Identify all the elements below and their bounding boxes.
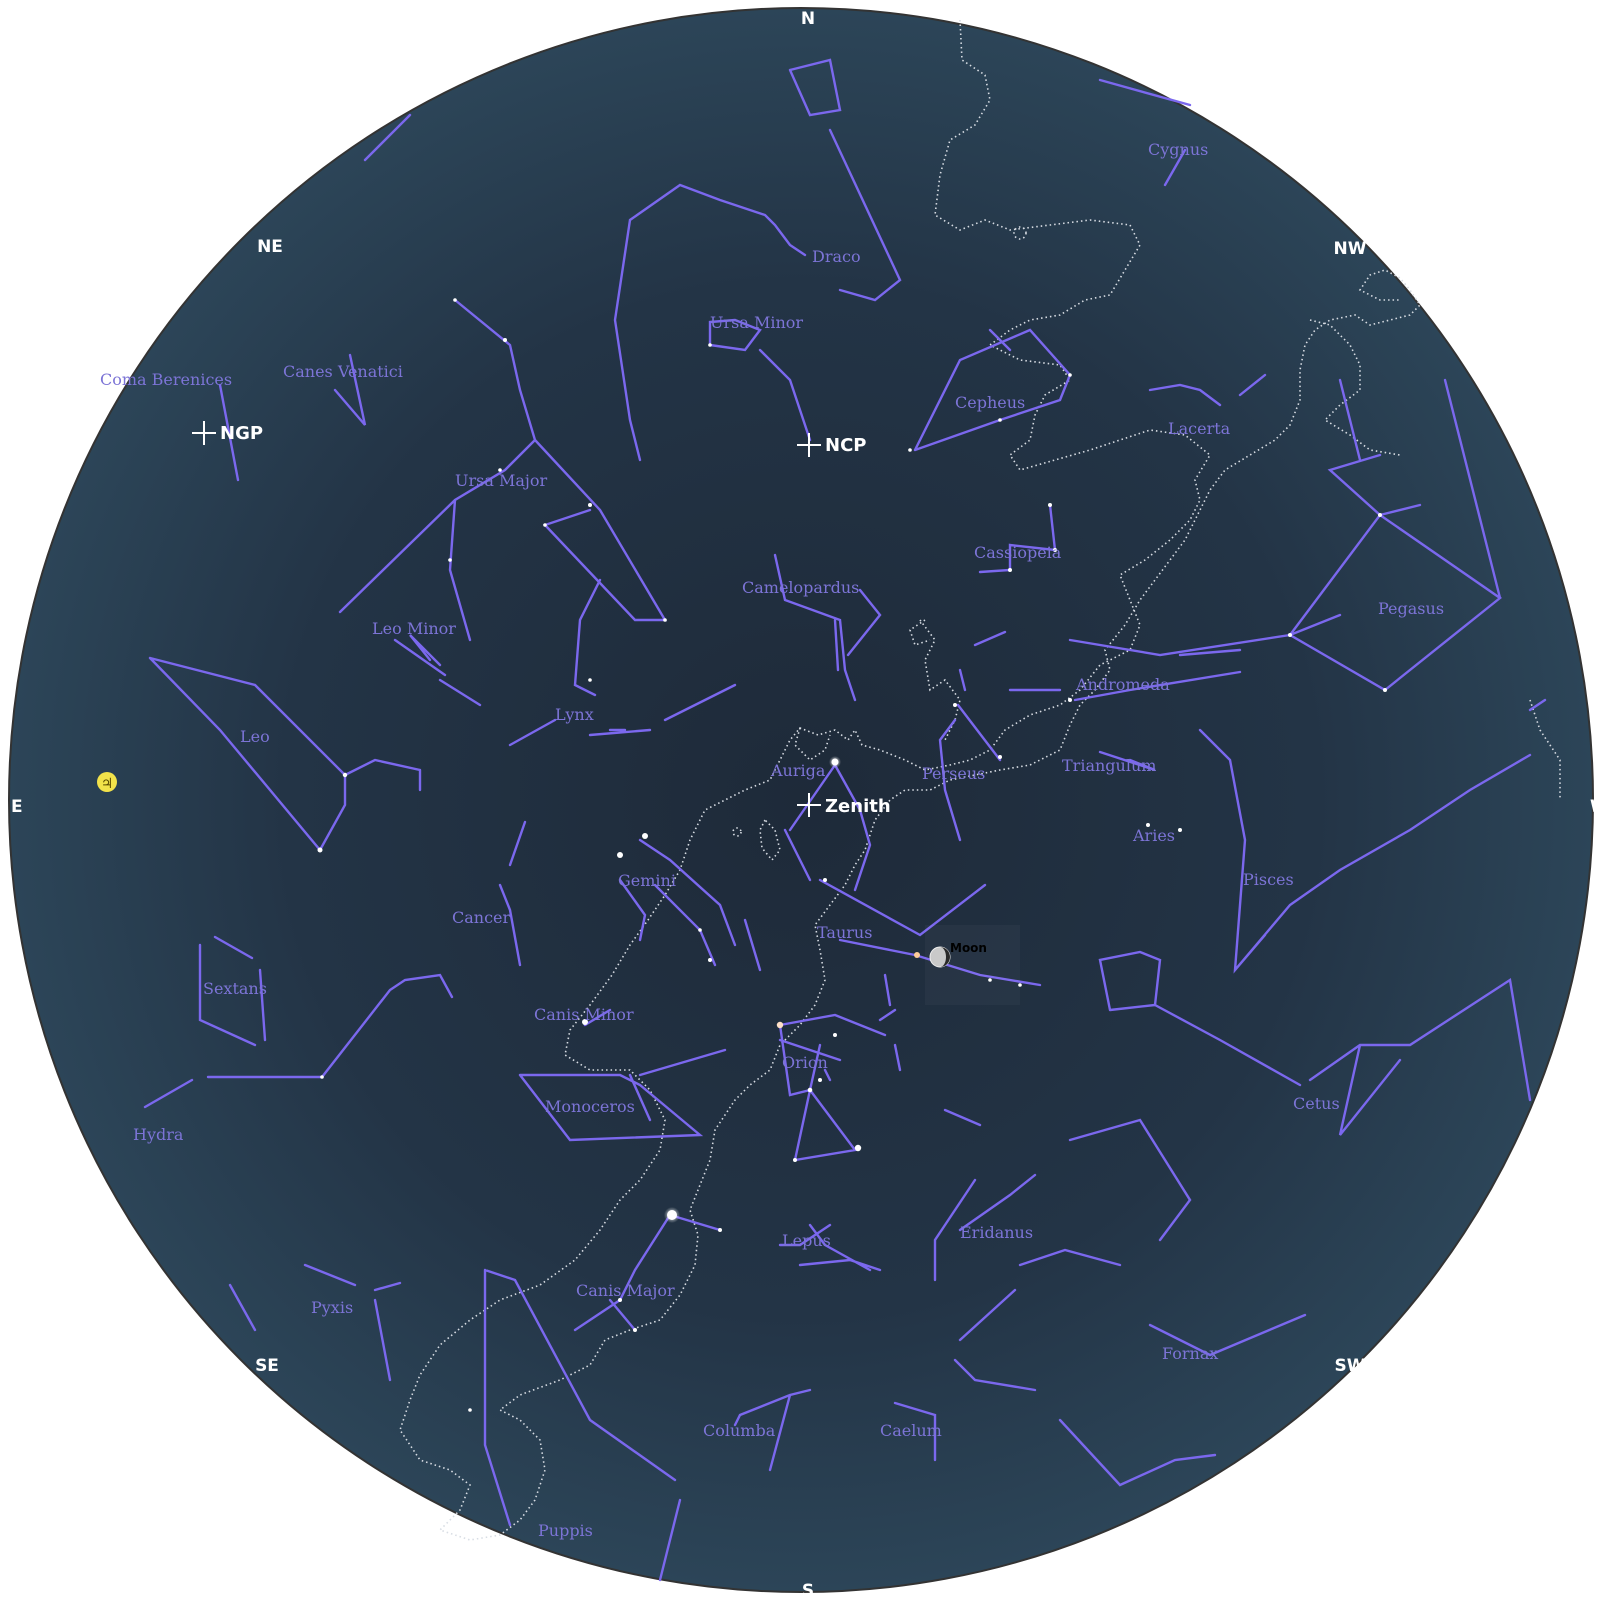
- camelopardus-lines: [773, 553, 882, 702]
- label-canes-venatici: Canes Venatici: [283, 362, 403, 381]
- triangulum-lines: [1098, 750, 1156, 772]
- ncp-crosshair-icon: [797, 433, 821, 457]
- label-triangulum: Triangulum: [1062, 756, 1156, 775]
- label-ursa-major: Ursa Major: [455, 471, 547, 490]
- label-pyxis: Pyxis: [311, 1298, 353, 1317]
- leo-lines: [148, 656, 422, 853]
- label-fornax: Fornax: [1162, 1344, 1218, 1363]
- pegasus-lines: [1068, 378, 1503, 692]
- label-camelopardus: Camelopardus: [742, 578, 859, 597]
- fornax-lines: [1148, 1313, 1307, 1357]
- columba-lines: [733, 1388, 812, 1472]
- cetus-lines: [1098, 950, 1532, 1136]
- draco-lines: [613, 58, 902, 462]
- coma-berenices-lines: [218, 113, 412, 482]
- pyxis-lines: [228, 1263, 402, 1382]
- label-lynx: Lynx: [555, 705, 594, 724]
- canes-venatici-lines: [333, 353, 367, 426]
- label-caelum: Caelum: [880, 1421, 942, 1440]
- direction-e: E: [11, 797, 23, 817]
- label-pegasus: Pegasus: [1378, 599, 1444, 618]
- label-coma-berenices: Coma Berenices: [100, 370, 232, 389]
- constellation-labels: Cygnus Draco Ursa Minor Cepheus Lacerta …: [100, 140, 1444, 1540]
- compass-directions: N NE NW E W SE SW S: [11, 9, 1603, 1600]
- direction-se: SE: [255, 1356, 279, 1376]
- cygnus-lines: [1098, 78, 1192, 187]
- orion-lines: [778, 1008, 902, 1162]
- label-canis-major: Canis Major: [576, 1281, 675, 1300]
- cassiopeia-lines: [978, 503, 1057, 574]
- label-andromeda: Andromeda: [1075, 675, 1170, 694]
- label-sextans: Sextans: [203, 979, 267, 998]
- auriga-lines: [783, 763, 872, 892]
- hydra-lines: [143, 973, 454, 1109]
- direction-sw: SW: [1335, 1356, 1366, 1376]
- label-cygnus: Cygnus: [1148, 140, 1208, 159]
- label-lepus: Lepus: [782, 1231, 831, 1250]
- reference-markers: [192, 421, 821, 817]
- label-eridanus: Eridanus: [960, 1223, 1033, 1242]
- andromeda-lines: [1008, 648, 1242, 702]
- constellation-lines: [143, 58, 1547, 1582]
- cancer-lines: [498, 820, 527, 967]
- lacerta-lines: [1148, 373, 1267, 407]
- ursa-minor-lines: [708, 318, 812, 442]
- label-hydra: Hydra: [133, 1125, 184, 1144]
- jupiter-glyph: ♃: [101, 776, 114, 792]
- leo-minor-lines: [409, 634, 442, 667]
- zenith-crosshair-icon: [797, 793, 821, 817]
- jupiter-marker[interactable]: ♃: [97, 772, 117, 792]
- label-canis-minor: Canis Minor: [534, 1005, 634, 1024]
- direction-ne: NE: [257, 237, 283, 257]
- label-puppis: Puppis: [538, 1521, 593, 1540]
- label-leo: Leo: [240, 727, 270, 746]
- ngp-label: NGP: [220, 423, 263, 444]
- monoceros-lines: [518, 1048, 727, 1142]
- label-monoceros: Monoceros: [545, 1097, 635, 1116]
- label-draco: Draco: [812, 247, 861, 266]
- label-columba: Columba: [703, 1421, 776, 1440]
- moon-terminator: [940, 947, 950, 967]
- sky-disc: [8, 7, 1594, 1593]
- ursa-major-lines: [338, 298, 668, 697]
- label-leo-minor: Leo Minor: [372, 619, 456, 638]
- direction-n: N: [801, 9, 815, 29]
- puppis-lines: [483, 1268, 682, 1582]
- direction-s: S: [802, 1581, 814, 1600]
- ncp-label: NCP: [825, 435, 866, 456]
- label-lacerta: Lacerta: [1168, 419, 1231, 438]
- lynx-lines: [393, 638, 737, 747]
- label-pisces: Pisces: [1243, 870, 1294, 889]
- sextans-lines: [198, 935, 267, 1047]
- moon-marker[interactable]: Moon: [925, 925, 1020, 1005]
- pisces-lines: [1198, 698, 1547, 974]
- label-ursa-minor: Ursa Minor: [710, 313, 803, 332]
- perseus-lines: [938, 630, 1007, 842]
- ngp-crosshair-icon: [192, 421, 216, 445]
- lepus-lines: [778, 1223, 882, 1272]
- label-auriga: Auriga: [770, 761, 826, 780]
- direction-w: W: [1590, 797, 1603, 817]
- label-cetus: Cetus: [1293, 1094, 1340, 1113]
- direction-nw: NW: [1334, 239, 1367, 259]
- label-gemini: Gemini: [618, 871, 676, 890]
- label-cancer: Cancer: [452, 908, 511, 927]
- label-taurus: Taurus: [817, 923, 872, 942]
- label-orion: Orion: [782, 1053, 828, 1072]
- canis-minor-lines: [583, 1008, 612, 1027]
- milky-way-outline: [399, 19, 1561, 1541]
- label-cepheus: Cepheus: [955, 393, 1025, 412]
- stars: [317, 298, 1387, 1412]
- label-cassiopeia: Cassiopeia: [974, 543, 1062, 562]
- label-perseus: Perseus: [922, 764, 985, 783]
- zenith-label: Zenith: [825, 796, 891, 817]
- taurus-lines: [818, 878, 1042, 1007]
- caelum-lines: [893, 1401, 937, 1462]
- label-aries: Aries: [1132, 826, 1175, 845]
- moon-label: Moon: [950, 941, 987, 955]
- jupiter-icon: [97, 772, 117, 792]
